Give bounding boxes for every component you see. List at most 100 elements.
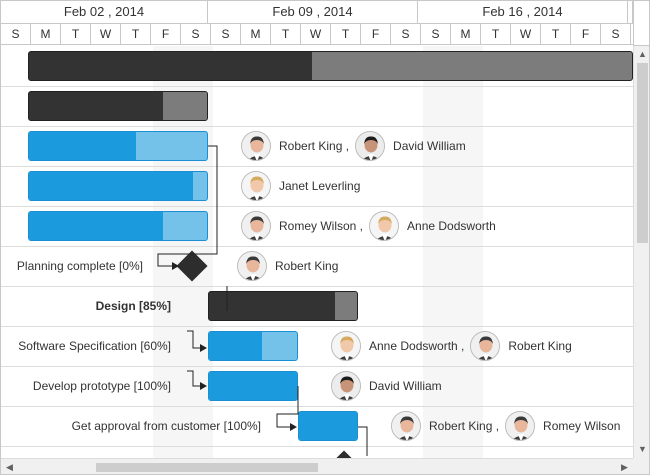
task-bar[interactable] xyxy=(208,371,298,401)
row-divider xyxy=(1,406,633,407)
timescale-day-label: T xyxy=(331,24,361,45)
resource-list: Anne Dodsworth , Robert King xyxy=(331,329,578,363)
resource-list: Janet Leverling xyxy=(241,169,366,203)
chart-body: Robert King , David William Janet Leverlin… xyxy=(1,46,633,458)
dependency-arrow xyxy=(290,423,297,431)
timescale-day-label: W xyxy=(511,24,541,45)
row-divider xyxy=(1,166,633,167)
task-progress-fill xyxy=(29,172,193,200)
resource-name: Robert King xyxy=(508,339,572,353)
task-bar[interactable] xyxy=(28,211,208,241)
task-progress-fill xyxy=(209,332,262,360)
summary-task-bar[interactable] xyxy=(28,51,633,81)
resource-name: Anne Dodsworth , xyxy=(369,339,465,353)
avatar xyxy=(355,131,386,161)
timescale-day-label: M xyxy=(241,24,271,45)
timescale-day-label: F xyxy=(571,24,601,45)
task-label: Get approval from customer [100%] xyxy=(71,419,261,433)
avatar xyxy=(369,211,400,241)
milestone-diamond[interactable] xyxy=(328,450,360,458)
dependency-line xyxy=(358,426,368,456)
avatar xyxy=(241,131,271,161)
timescale-week-row: Feb 02 , 2014 Feb 09 , 2014 Feb 16 , 2014 xyxy=(1,1,633,24)
resource-name: Janet Leverling xyxy=(279,179,361,193)
resource-name: Robert King , xyxy=(279,139,350,153)
task-bar[interactable] xyxy=(298,411,358,441)
resource-list: Romey Wilson , Anne Dodsworth xyxy=(241,209,502,243)
task-progress-fill xyxy=(29,132,136,160)
task-bar[interactable] xyxy=(28,131,208,161)
timescale-day-label: S xyxy=(181,24,211,45)
timescale-day-label: S xyxy=(421,24,451,45)
resource-name: Robert King xyxy=(275,259,339,273)
task-progress-fill xyxy=(29,212,163,240)
chevron-right-icon[interactable]: ▶ xyxy=(621,462,628,472)
resource-list: Robert King , Romey Wilson xyxy=(391,409,626,443)
avatar xyxy=(241,171,271,201)
timescale-week-label: Feb 02 , 2014 xyxy=(1,1,208,24)
timescale-day-label: S xyxy=(1,24,31,45)
timescale-day-label: F xyxy=(151,24,181,45)
timescale-day-label: F xyxy=(361,24,391,45)
task-label: Planning complete [0%] xyxy=(16,259,143,273)
timescale-day-label: M xyxy=(31,24,61,45)
timescale-week-label xyxy=(628,1,633,24)
summary-task-bar[interactable] xyxy=(28,91,208,121)
timescale-day-row: SMTWTFSSMTWTFSSMTWTFSS xyxy=(1,24,649,45)
summary-remaining-fill xyxy=(334,292,357,320)
resource-name: Anne Dodsworth xyxy=(407,219,496,233)
task-progress-fill xyxy=(209,372,297,400)
chevron-down-icon[interactable]: ▼ xyxy=(638,444,647,454)
avatar xyxy=(237,251,267,281)
timescale-day-label: W xyxy=(301,24,331,45)
resource-name: Romey Wilson xyxy=(543,419,621,433)
resource-list: Robert King xyxy=(237,249,344,283)
resource-list: David William xyxy=(331,369,448,403)
timescale-day-label: M xyxy=(451,24,481,45)
timescale-day-label: S xyxy=(211,24,241,45)
task-progress-fill xyxy=(299,412,357,440)
resource-name: Robert King , xyxy=(429,419,500,433)
task-label: Software Specification [60%] xyxy=(18,339,171,353)
row-divider xyxy=(1,366,633,367)
timescale-day-label: T xyxy=(481,24,511,45)
task-bar[interactable] xyxy=(28,171,208,201)
resource-name: David William xyxy=(369,379,442,393)
avatar xyxy=(331,371,361,401)
timescale-week-label: Feb 16 , 2014 xyxy=(418,1,628,24)
timescale-day-label: T xyxy=(61,24,91,45)
timescale-day-label: S xyxy=(601,24,631,45)
resource-name: David William xyxy=(393,139,466,153)
timescale-day-label: T xyxy=(121,24,151,45)
horizontal-scrollbar[interactable]: ◀ ▶ xyxy=(1,458,633,474)
timescale-day-label: S xyxy=(391,24,421,45)
timescale-day-label: W xyxy=(91,24,121,45)
summary-remaining-fill xyxy=(162,92,207,120)
row-divider xyxy=(1,126,633,127)
summary-remaining-fill xyxy=(312,52,632,80)
horizontal-scroll-thumb[interactable] xyxy=(96,463,318,472)
avatar xyxy=(505,411,536,441)
header-scroll-spacer xyxy=(633,1,649,46)
task-label: Design [85%] xyxy=(95,299,171,313)
avatar xyxy=(241,211,271,241)
scrollbar-corner xyxy=(633,458,649,474)
avatar xyxy=(470,331,501,361)
summary-task-bar[interactable] xyxy=(208,291,358,321)
timescale-day-label: T xyxy=(271,24,301,45)
avatar xyxy=(391,411,421,441)
chevron-left-icon[interactable]: ◀ xyxy=(6,462,13,472)
resource-name: Romey Wilson , xyxy=(279,219,364,233)
chevron-up-icon[interactable]: ▲ xyxy=(638,49,647,59)
resource-list: Robert King , David William xyxy=(241,129,472,163)
task-bar[interactable] xyxy=(208,331,298,361)
row-divider xyxy=(1,286,633,287)
row-divider xyxy=(1,206,633,207)
vertical-scrollbar[interactable]: ▲ ▼ xyxy=(633,46,649,458)
row-divider xyxy=(1,246,633,247)
avatar xyxy=(331,331,361,361)
vertical-scroll-thumb[interactable] xyxy=(637,63,648,243)
weekend-column xyxy=(423,46,483,458)
task-label: Develop prototype [100%] xyxy=(32,379,171,393)
